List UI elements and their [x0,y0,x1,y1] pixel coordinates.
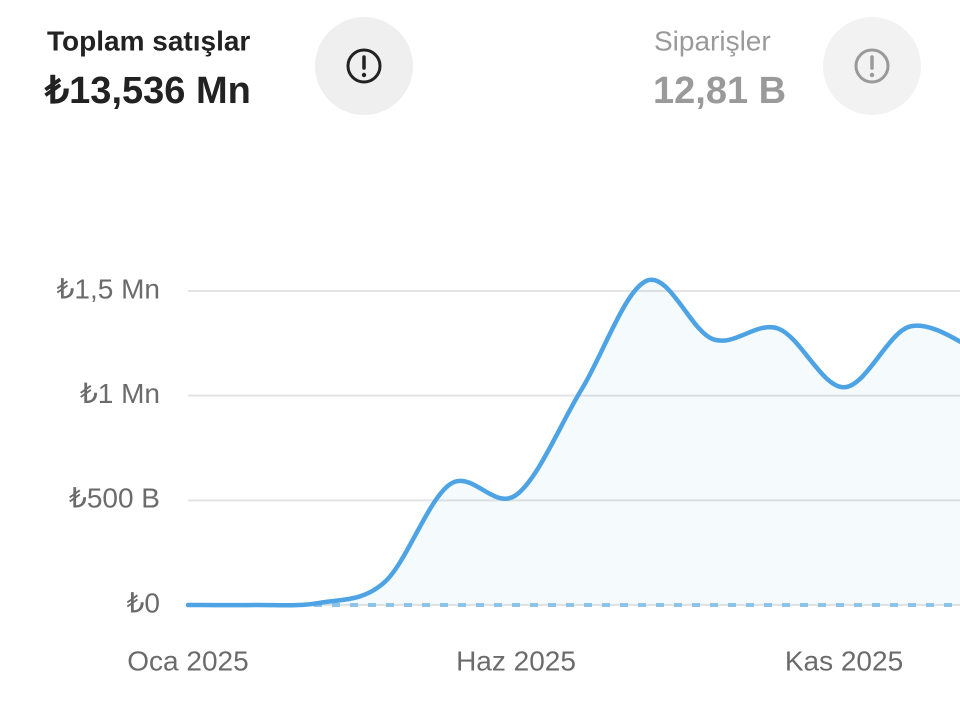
metric-value: 12,81 B [653,70,786,112]
line [185,277,960,608]
info-button[interactable] [315,17,413,115]
chart: ₺0 ₺500 B ₺1 Mn ₺1,5 Mn Oca 2025 Haz 2025 Kas … [57,273,960,676]
metric-label: Toplam satışlar [47,25,250,56]
x-tick-label: Haz 2025 [456,645,576,676]
y-tick-label: ₺1 Mn [80,378,160,409]
plot-area [185,277,960,608]
metric-value: ₺13,536 Mn [44,70,251,112]
area [188,279,960,606]
x-tick-label: Oca 2025 [127,645,248,676]
metric-label: Siparişler [654,25,771,56]
y-tick-label: ₺0 [127,587,160,618]
info-button[interactable] [823,17,921,115]
x-tick-label: Kas 2025 [785,645,903,676]
y-tick-label: ₺1,5 Mn [57,273,160,304]
y-tick-label: ₺500 B [69,483,160,514]
